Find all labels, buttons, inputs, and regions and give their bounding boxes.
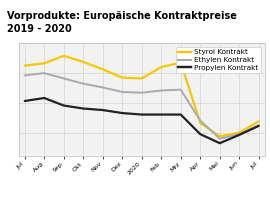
Text: 2019 - 2020: 2019 - 2020 [7,24,72,34]
Text: Vorprodukte: Europäische Kontraktpreise: Vorprodukte: Europäische Kontraktpreise [7,11,237,21]
Text: © 2020 Kunststoff Information, Bad Homburg - www.kiweb.de: © 2020 Kunststoff Information, Bad Hombu… [5,189,176,195]
Legend: Styrol Kontrakt, Ethylen Kontrakt, Propylen Kontrakt: Styrol Kontrakt, Ethylen Kontrakt, Propy… [176,47,261,73]
